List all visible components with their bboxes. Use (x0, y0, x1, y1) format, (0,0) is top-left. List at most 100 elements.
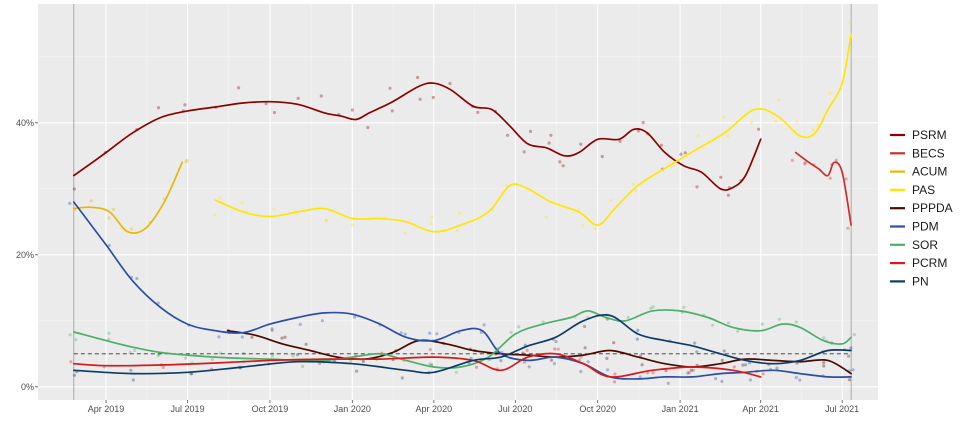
poll-point-pcrm (69, 360, 73, 364)
poll-point-pcrm (651, 371, 655, 375)
poll-point-pppda (822, 364, 826, 368)
poll-point-pas (458, 212, 462, 216)
poll-point-pn (129, 368, 133, 372)
poll-point-pas (722, 115, 726, 119)
plot-panel (38, 4, 878, 400)
poll-point-psrm (659, 143, 664, 147)
poll-point-pppda (612, 341, 616, 345)
poll-point-psrm (558, 160, 562, 164)
poll-point-pdm (638, 375, 642, 379)
poll-point-pcrm (553, 347, 557, 351)
poll-point-acum (89, 199, 93, 203)
x-tick-label: Jan 2020 (334, 404, 371, 414)
poll-point-sor (822, 336, 826, 340)
poll-point-pdm (135, 276, 139, 281)
x-axis: Apr 2019 Jul 2019 Oct 2019 Jan 2020 Apr 2020… (88, 400, 859, 414)
y-tick-label: 20% (16, 250, 34, 260)
poll-point-psrm (366, 125, 370, 130)
poll-point-sor (128, 350, 132, 354)
poll-point-pn (636, 328, 640, 332)
poll-point-becs (828, 176, 832, 180)
poll-point-acum (184, 160, 188, 164)
poll-point-pdm (353, 315, 357, 319)
poll-point-pn (775, 366, 779, 370)
poll-point-pn (355, 369, 359, 373)
series-line-acum (72, 161, 184, 235)
poll-point-pdm (68, 201, 72, 205)
poll-point-psrm (264, 102, 268, 106)
poll-point-acum (112, 207, 116, 211)
series-line-pcrm (72, 352, 762, 378)
poll-point-pn (131, 378, 135, 382)
legend-label-pdm: PDM (912, 220, 939, 234)
trend-lines (72, 32, 852, 380)
poll-point-becs (834, 158, 838, 162)
y-tick-label: 0% (21, 382, 34, 392)
series-line-becs (794, 151, 852, 226)
x-tick-label: Apr 2021 (742, 404, 779, 414)
poll-point-psrm (679, 152, 683, 156)
poll-point-pas (848, 20, 852, 24)
x-tick-label: Apr 2019 (88, 404, 125, 414)
poll-point-pcrm (613, 372, 617, 376)
poll-point-pcrm (612, 380, 617, 384)
poll-point-psrm (388, 86, 392, 90)
poll-point-becs (844, 177, 848, 181)
legend-label-pcrm: PCRM (912, 256, 947, 270)
poll-point-pcrm (474, 365, 479, 369)
poll-point-pas (593, 227, 597, 231)
poll-point-sor (291, 354, 295, 358)
poll-point-sor (649, 306, 653, 310)
poll-point-pcrm (161, 365, 165, 369)
poll-point-sor (736, 329, 740, 333)
poll-point-psrm (418, 97, 422, 101)
poll-point-pdm (851, 368, 855, 372)
poll-point-pn (744, 363, 748, 367)
poll-point-becs (803, 162, 807, 166)
poll-point-sor (852, 333, 856, 337)
poll-point-pas (455, 228, 460, 233)
poll-point-psrm (476, 110, 480, 114)
poll-point-sor (626, 315, 630, 319)
poll-point-sor (794, 320, 798, 324)
poll-point-sor (349, 359, 353, 363)
poll-point-sor (777, 317, 781, 321)
poll-point-pn (583, 324, 587, 329)
poll-point-psrm (549, 133, 553, 137)
legend-label-pppda: PPPDA (912, 201, 953, 215)
legend-label-psrm: PSRM (912, 128, 947, 142)
poll-point-pcrm (732, 365, 736, 369)
poll-point-psrm (72, 187, 76, 191)
poll-point-acum (130, 227, 134, 231)
poll-point-pdm (606, 368, 610, 372)
poll-point-pas (696, 134, 701, 138)
legend-label-sor: SOR (912, 238, 938, 252)
poll-point-sor (682, 305, 686, 309)
poll-point-psrm (506, 133, 510, 137)
poll-point-psrm (719, 175, 723, 179)
poll-point-pas (777, 98, 781, 102)
series-line-pas (214, 32, 852, 233)
poll-point-pppda (741, 363, 745, 367)
poll-point-sor (270, 354, 274, 358)
poll-point-pas (581, 224, 585, 228)
poll-point-pn (635, 337, 640, 341)
poll-point-sor (107, 331, 111, 335)
poll-point-psrm (636, 129, 641, 133)
x-tick-label: Jul 2020 (498, 404, 532, 414)
poll-point-pn (849, 346, 853, 350)
poll-point-psrm (561, 164, 565, 168)
poll-point-psrm (683, 151, 687, 155)
poll-point-pdm (586, 360, 590, 364)
poll-point-pppda (361, 359, 365, 364)
poll-point-pdm (714, 377, 718, 381)
poll-point-pppda (605, 356, 609, 360)
poll-point-pas (272, 207, 276, 211)
poll-point-pas (609, 199, 613, 203)
y-tick-label: 40% (16, 118, 34, 128)
poll-point-pdm (270, 328, 274, 332)
poll-point-sor (68, 333, 72, 337)
poll-point-sor (133, 348, 137, 352)
poll-point-pdm (527, 365, 531, 369)
